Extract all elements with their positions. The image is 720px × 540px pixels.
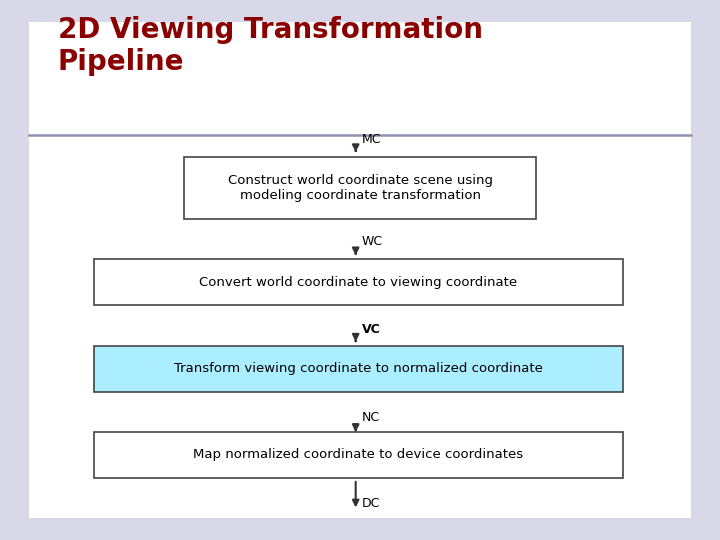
Text: WC: WC: [361, 235, 382, 248]
Text: NC: NC: [361, 411, 379, 424]
Text: Convert world coordinate to viewing coordinate: Convert world coordinate to viewing coor…: [199, 275, 517, 289]
FancyBboxPatch shape: [94, 259, 623, 305]
Text: Construct world coordinate scene using
modeling coordinate transformation: Construct world coordinate scene using m…: [228, 174, 492, 201]
Text: VC: VC: [361, 323, 380, 336]
Text: Map normalized coordinate to device coordinates: Map normalized coordinate to device coor…: [193, 448, 523, 462]
Text: DC: DC: [361, 497, 380, 510]
Text: MC: MC: [361, 133, 381, 146]
Text: Transform viewing coordinate to normalized coordinate: Transform viewing coordinate to normaliz…: [174, 362, 543, 375]
FancyBboxPatch shape: [184, 157, 536, 219]
FancyBboxPatch shape: [94, 432, 623, 478]
FancyBboxPatch shape: [29, 22, 691, 518]
FancyBboxPatch shape: [94, 346, 623, 392]
Text: 2D Viewing Transformation
Pipeline: 2D Viewing Transformation Pipeline: [58, 16, 482, 76]
